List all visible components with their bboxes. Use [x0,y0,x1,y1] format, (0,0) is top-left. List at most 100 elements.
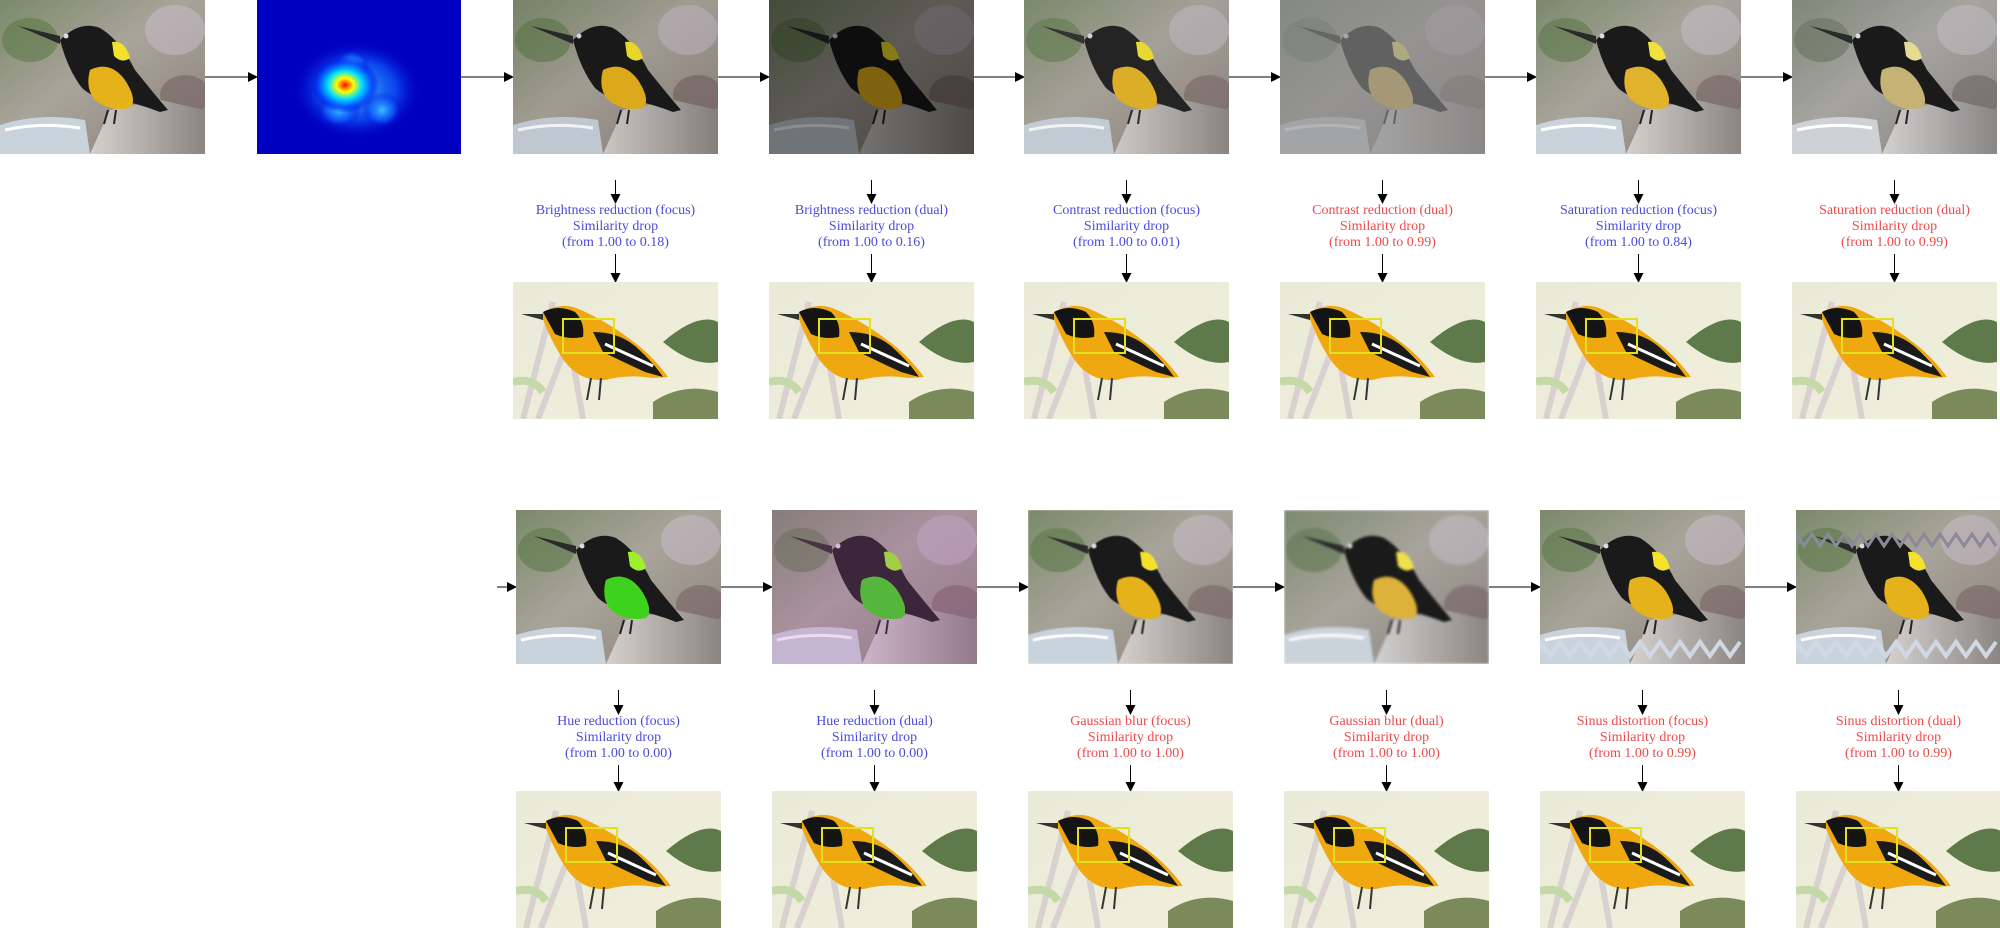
row2-caption-6: Sinus distortion (dual)Similarity drop(f… [1784,714,2000,762]
row1-perturbed-image-2 [769,0,974,154]
caption-title: Brightness reduction (dual) [757,203,987,219]
row2-caption-4: Gaussian blur (dual)Similarity drop(from… [1272,714,1502,762]
row2-retrieved-image-5 [1540,791,1745,928]
row2-caption-1: Hue reduction (focus)Similarity drop(fro… [504,714,734,762]
bird-photo-icon [1028,510,1233,664]
saliency-heatmap-image [257,0,461,154]
bird-photo-icon [513,0,718,154]
caption-line3: (from 1.00 to 0.18) [501,235,731,251]
saliency-heatmap-icon [257,0,461,154]
bird-photo-icon [1536,0,1741,154]
caption-line3: (from 1.00 to 0.99) [1784,746,2000,762]
row1-retrieved-image-2 [769,282,974,419]
row2-perturbed-image-1 [516,510,721,664]
row2-retrieved-image-3 [1028,791,1233,928]
row2-perturbed-image-5 [1540,510,1745,664]
caption-line3: (from 1.00 to 1.00) [1272,746,1502,762]
caption-line3: (from 1.00 to 0.16) [757,235,987,251]
source-bird-image [0,0,205,154]
caption-title: Saturation reduction (dual) [1780,203,2000,219]
caption-title: Hue reduction (dual) [760,714,990,730]
caption-title: Sinus distortion (focus) [1528,714,1758,730]
row1-retrieved-image-3 [1024,282,1229,419]
bird-photo-icon [1284,510,1489,664]
bird-photo-icon [769,0,974,154]
caption-line2: Similarity drop [1272,730,1502,746]
row1-caption-6: Saturation reduction (dual)Similarity dr… [1780,203,2000,251]
row1-perturbed-image-3 [1024,0,1229,154]
caption-line2: Similarity drop [1012,219,1242,235]
caption-line2: Similarity drop [1268,219,1498,235]
caption-title: Sinus distortion (dual) [1784,714,2000,730]
row2-perturbed-image-6 [1796,510,2000,664]
bird-photo-icon [1024,0,1229,154]
caption-line2: Similarity drop [757,219,987,235]
caption-line3: (from 1.00 to 0.00) [760,746,990,762]
caption-line3: (from 1.00 to 0.01) [1012,235,1242,251]
row2-retrieved-image-4 [1284,791,1489,928]
caption-line2: Similarity drop [760,730,990,746]
row2-caption-2: Hue reduction (dual)Similarity drop(from… [760,714,990,762]
row1-caption-2: Brightness reduction (dual)Similarity dr… [757,203,987,251]
row1-perturbed-image-4 [1280,0,1485,154]
caption-line3: (from 1.00 to 0.99) [1268,235,1498,251]
bird-photo-icon [769,282,974,419]
row2-perturbed-image-2 [772,510,977,664]
bird-photo-icon [1792,282,1997,419]
bird-photo-icon [1024,282,1229,419]
row1-caption-4: Contrast reduction (dual)Similarity drop… [1268,203,1498,251]
bird-photo-icon [1536,282,1741,419]
bird-photo-icon [513,282,718,419]
bird-photo-icon [516,510,721,664]
caption-line3: (from 1.00 to 0.99) [1780,235,2000,251]
caption-line3: (from 1.00 to 0.84) [1524,235,1754,251]
bird-photo-icon [1540,791,1745,928]
bird-photo-icon [1028,791,1233,928]
row1-retrieved-image-1 [513,282,718,419]
caption-line2: Similarity drop [1016,730,1246,746]
row1-perturbed-image-6 [1792,0,1997,154]
bird-photo-icon [772,510,977,664]
row2-retrieved-image-2 [772,791,977,928]
caption-title: Contrast reduction (dual) [1268,203,1498,219]
bird-photo-icon [0,0,205,154]
caption-title: Hue reduction (focus) [504,714,734,730]
bird-photo-icon [772,791,977,928]
row1-perturbed-image-1 [513,0,718,154]
row1-retrieved-image-6 [1792,282,1997,419]
row2-retrieved-image-6 [1796,791,2000,928]
bird-photo-icon [1280,0,1485,154]
bird-photo-icon [516,791,721,928]
caption-title: Saturation reduction (focus) [1524,203,1754,219]
row1-caption-1: Brightness reduction (focus)Similarity d… [501,203,731,251]
caption-line3: (from 1.00 to 0.00) [504,746,734,762]
caption-line3: (from 1.00 to 1.00) [1016,746,1246,762]
row2-caption-5: Sinus distortion (focus)Similarity drop(… [1528,714,1758,762]
caption-title: Gaussian blur (focus) [1016,714,1246,730]
row1-caption-3: Contrast reduction (focus)Similarity dro… [1012,203,1242,251]
caption-line2: Similarity drop [501,219,731,235]
row1-retrieved-image-4 [1280,282,1485,419]
row2-perturbed-image-4 [1284,510,1489,664]
row2-retrieved-image-1 [516,791,721,928]
caption-title: Gaussian blur (dual) [1272,714,1502,730]
caption-title: Brightness reduction (focus) [501,203,731,219]
caption-line2: Similarity drop [1528,730,1758,746]
bird-photo-icon [1792,0,1997,154]
row2-perturbed-image-3 [1028,510,1233,664]
caption-line2: Similarity drop [504,730,734,746]
row1-retrieved-image-5 [1536,282,1741,419]
bird-photo-icon [1796,791,2000,928]
caption-title: Contrast reduction (focus) [1012,203,1242,219]
bird-photo-icon [1284,791,1489,928]
caption-line3: (from 1.00 to 0.99) [1528,746,1758,762]
bird-photo-icon [1540,510,1745,664]
caption-line2: Similarity drop [1784,730,2000,746]
row1-caption-5: Saturation reduction (focus)Similarity d… [1524,203,1754,251]
row1-perturbed-image-5 [1536,0,1741,154]
caption-line2: Similarity drop [1780,219,2000,235]
bird-photo-icon [1796,510,2000,664]
row2-caption-3: Gaussian blur (focus)Similarity drop(fro… [1016,714,1246,762]
caption-line2: Similarity drop [1524,219,1754,235]
